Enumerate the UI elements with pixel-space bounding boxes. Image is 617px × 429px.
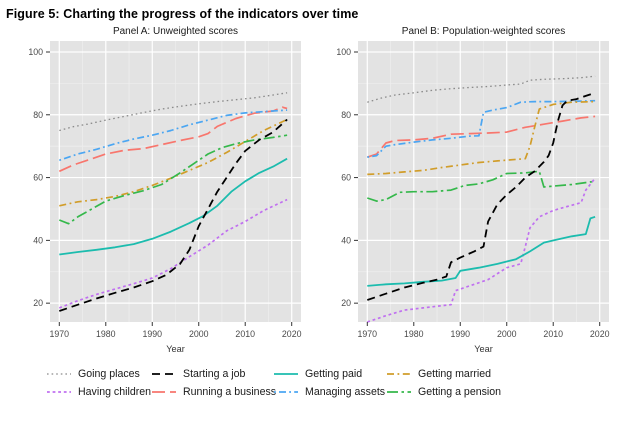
- starting-job-line: [367, 91, 596, 301]
- y-tick-label: 80: [33, 110, 43, 120]
- legend-item-running-business: Running a business: [152, 386, 277, 398]
- having-children-legend-swatch: [47, 391, 71, 393]
- running-business-line: [367, 115, 596, 159]
- y-tick-label: 40: [33, 235, 43, 245]
- y-tick-label: 60: [341, 173, 351, 183]
- legend-item-having-children: Having children: [47, 386, 152, 398]
- managing-assets-line: [59, 109, 288, 162]
- legend-label: Getting married: [418, 368, 492, 380]
- running-business-legend-swatch: [152, 391, 176, 393]
- legend-item-managing-assets: Managing assets: [274, 386, 387, 398]
- legend-label: Managing assets: [305, 386, 386, 398]
- getting-paid-line: [59, 157, 288, 256]
- panel-b-chart: 1970 1980 1990 2000 2010 202020406080100Panel…: [336, 26, 610, 354]
- x-tick-label: 2010: [543, 329, 563, 339]
- x-tick-label: 2000: [497, 329, 517, 339]
- x-tick-label: 1990: [450, 329, 470, 339]
- x-axis-label: Year: [474, 344, 493, 354]
- legend-item-getting-paid: Getting paid: [274, 368, 387, 380]
- getting-pension-line: [58, 134, 288, 225]
- managing-assets-line: [367, 99, 596, 159]
- x-tick-label: 2010: [235, 329, 255, 339]
- getting-paid-line: [367, 215, 596, 287]
- x-tick-label: 2020: [282, 329, 302, 339]
- legend-item-getting-pension: Getting a pension: [387, 386, 519, 398]
- y-tick-label: 100: [28, 47, 43, 57]
- x-tick-label: 2000: [189, 329, 209, 339]
- running-business-line: [58, 106, 288, 173]
- x-axis-label: Year: [166, 344, 185, 354]
- legend-label: Getting paid: [305, 368, 363, 380]
- legend-label: Having children: [78, 386, 152, 398]
- legend-label: Starting a job: [183, 368, 246, 380]
- x-tick-label: 1990: [142, 329, 162, 339]
- legend-label: Running a business: [183, 386, 277, 398]
- legend-item-getting-married: Getting married: [387, 368, 519, 380]
- managing-assets-legend-swatch: [274, 391, 298, 393]
- getting-pension-legend-swatch: [387, 391, 411, 393]
- legend: Going places Starting a job Getting paid Ge…: [47, 368, 617, 398]
- y-tick-label: 80: [341, 110, 351, 120]
- y-tick-label: 60: [33, 173, 43, 183]
- y-tick-label: 20: [33, 298, 43, 308]
- legend-label: Going places: [78, 368, 140, 380]
- y-tick-label: 100: [336, 47, 351, 57]
- having-children-line: [58, 198, 288, 309]
- x-tick-label: 1970: [358, 329, 378, 339]
- legend-item-going-places: Going places: [47, 368, 152, 380]
- starting-job-legend-swatch: [152, 373, 176, 375]
- figure-title: Figure 5: Charting the progress of the i…: [6, 7, 359, 21]
- panel-title: Panel A: Unweighted scores: [113, 26, 238, 37]
- getting-married-legend-swatch: [387, 373, 411, 375]
- x-tick-label: 1980: [96, 329, 116, 339]
- y-tick-label: 40: [341, 235, 351, 245]
- getting-pension-line: [367, 170, 596, 202]
- legend-label: Getting a pension: [418, 386, 502, 398]
- panel-title: Panel B: Population-weighted scores: [402, 26, 565, 37]
- x-tick-label: 2020: [590, 329, 610, 339]
- charts-row: 1970 1980 1990 2000 2010 2020 20 40 60 80 100 Panel…: [0, 24, 617, 358]
- getting-paid-legend-swatch: [274, 373, 298, 375]
- y-tick-label: 20: [341, 298, 351, 308]
- x-tick-label: 1980: [404, 329, 424, 339]
- panel-a-chart: 1970 1980 1990 2000 2010 202020406080100Panel…: [28, 26, 302, 354]
- legend-item-starting-job: Starting a job: [152, 368, 274, 380]
- starting-job-line: [59, 118, 288, 312]
- going-places-legend-swatch: [47, 373, 71, 375]
- x-tick-label: 1970: [50, 329, 70, 339]
- having-children-line: [367, 177, 596, 323]
